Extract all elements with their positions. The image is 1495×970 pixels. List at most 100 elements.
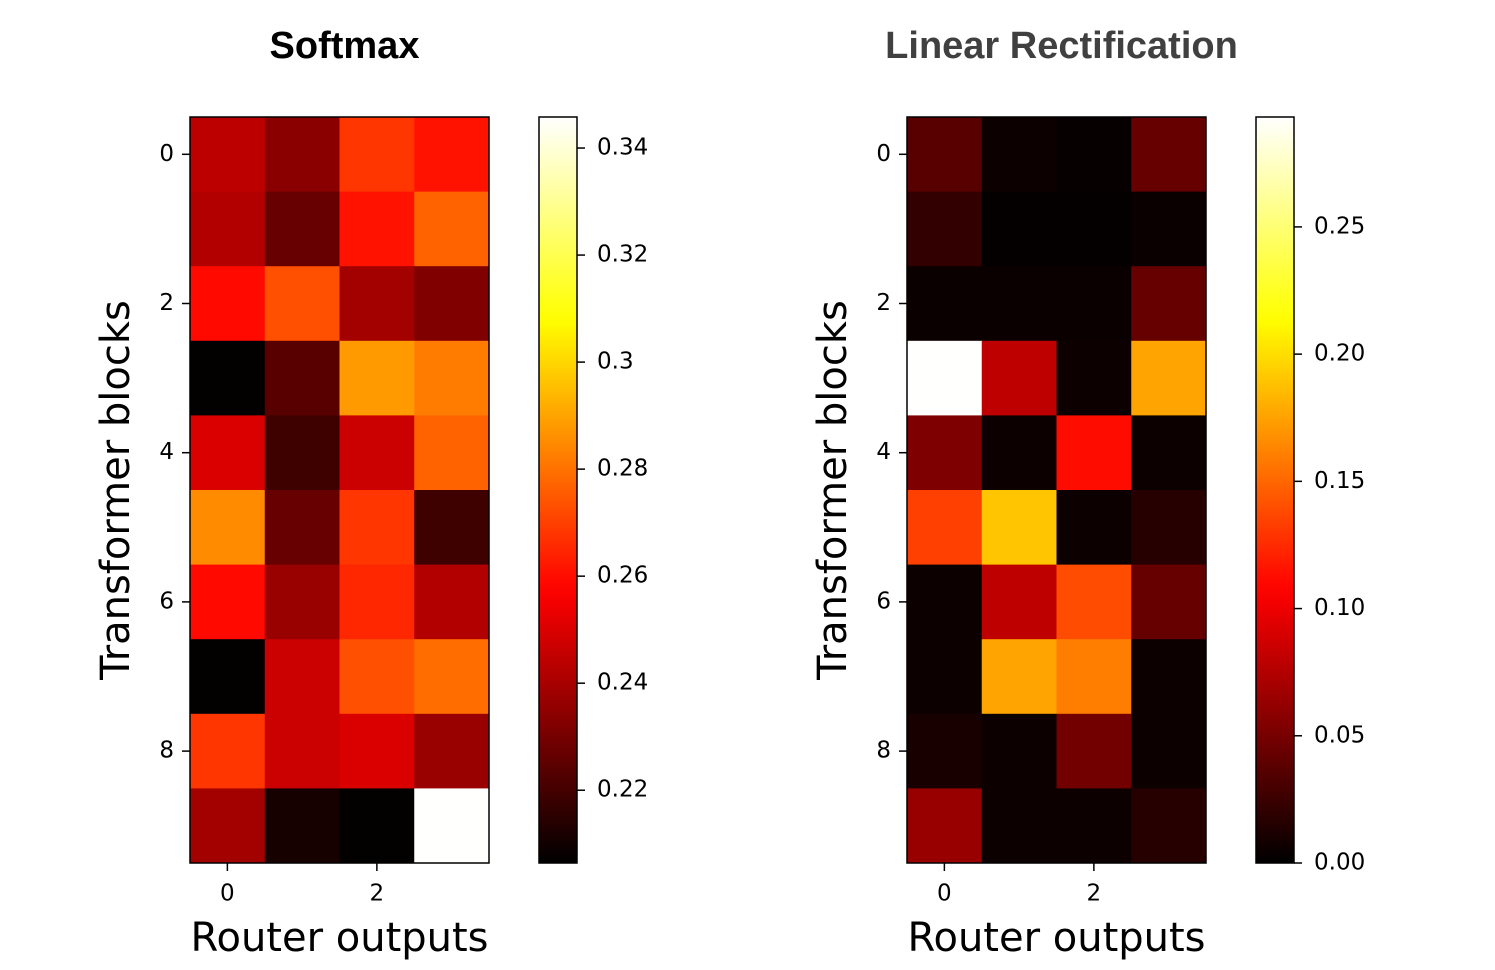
heatmap-cell: [264, 788, 340, 864]
heatmap-cell: [190, 713, 266, 789]
heatmap-cell: [981, 266, 1057, 342]
heatmap-cell: [339, 788, 415, 864]
heatmap-cell: [1056, 713, 1132, 789]
heatmap-cell: [414, 266, 490, 342]
heatmap-cell: [339, 117, 415, 193]
heatmap-cell: [414, 713, 490, 789]
heatmap-cell: [414, 788, 490, 864]
heatmap-cell: [1056, 266, 1132, 342]
colorbar-tick-label: 0.24: [597, 670, 648, 696]
y-tick-label: 8: [876, 738, 891, 764]
heatmap-cell: [1056, 490, 1132, 566]
heatmap-cell: [414, 564, 490, 640]
x-axis-label: Router outputs: [190, 915, 488, 961]
axes-frame: [906, 116, 1207, 864]
heatmap-cell: [190, 639, 266, 715]
y-tick-label: 2: [159, 290, 174, 316]
axes-frame: [189, 116, 490, 864]
y-tick-label: 6: [876, 588, 891, 614]
heatmap-cell: [1056, 415, 1132, 491]
heatmap-cell: [264, 266, 340, 342]
heatmap-cell: [907, 340, 983, 416]
y-tick-label: 8: [159, 738, 174, 764]
heatmap-cell: [190, 564, 266, 640]
y-tick-label: 6: [159, 588, 174, 614]
colorbar-tick-label: 0.28: [597, 456, 648, 482]
heatmap-cell: [339, 564, 415, 640]
heatmap-cell: [1131, 266, 1207, 342]
heatmap-cell: [1131, 415, 1207, 491]
x-tick-label: 2: [370, 881, 385, 907]
y-tick-label: 0: [159, 141, 174, 167]
heatmap-cell: [1131, 490, 1207, 566]
colorbar-tick-label: 0.26: [597, 563, 648, 589]
x-tick-label: 2: [1087, 881, 1102, 907]
heatmap-cell: [190, 788, 266, 864]
chart-title: Softmax: [270, 25, 420, 67]
colorbar: [1255, 116, 1295, 864]
heatmap-cell: [1131, 191, 1207, 267]
heatmap-cell: [264, 340, 340, 416]
heatmap-cell: [1056, 191, 1132, 267]
heatmap-cell: [414, 415, 490, 491]
heatmap-cell: [907, 788, 983, 864]
heatmap-cell: [339, 490, 415, 566]
heatmap-cell: [981, 713, 1057, 789]
heatmap-cell: [339, 639, 415, 715]
heatmap-cell: [190, 490, 266, 566]
heatmap-cell: [190, 340, 266, 416]
heatmap-cell: [339, 266, 415, 342]
heatmap-cell: [907, 490, 983, 566]
y-axis-label: Transformer blocks: [93, 300, 139, 681]
heatmap-cell: [981, 415, 1057, 491]
colorbar-tick-label: 0.32: [597, 242, 648, 268]
heatmap-cell: [907, 266, 983, 342]
heatmap-cell: [414, 340, 490, 416]
heatmap-cell: [1131, 564, 1207, 640]
heatmap-cell: [981, 191, 1057, 267]
colorbar-tick-label: 0.10: [1314, 595, 1365, 621]
y-tick-label: 0: [876, 141, 891, 167]
heatmap-cell: [1131, 713, 1207, 789]
heatmap-cell: [981, 564, 1057, 640]
heatmap-cell: [907, 713, 983, 789]
colorbar-tick-label: 0.34: [597, 135, 648, 161]
heatmap-cell: [907, 415, 983, 491]
colorbar-tick-label: 0.15: [1314, 468, 1365, 494]
colorbar-tick-label: 0.25: [1314, 213, 1365, 239]
heatmap-cell: [264, 191, 340, 267]
heatmap-cell: [1131, 117, 1207, 193]
x-axis-label: Router outputs: [907, 915, 1205, 961]
heatmap-cell: [981, 340, 1057, 416]
colorbar-tick-label: 0.3: [597, 349, 634, 375]
heatmap-cell: [264, 564, 340, 640]
y-axis-label: Transformer blocks: [810, 300, 856, 681]
colorbar-tick-label: 0.05: [1314, 722, 1365, 748]
heatmap-cell: [1056, 639, 1132, 715]
heatmap-cell: [414, 117, 490, 193]
heatmap-cell: [414, 639, 490, 715]
heatmap-cell: [1131, 639, 1207, 715]
y-tick-label: 4: [876, 439, 891, 465]
heatmap-cell: [981, 490, 1057, 566]
heatmap-cell: [981, 117, 1057, 193]
heatmap-cell: [1056, 788, 1132, 864]
x-tick-label: 0: [937, 881, 952, 907]
heatmap-cell: [339, 713, 415, 789]
heatmap-cell: [264, 639, 340, 715]
heatmap-cell: [339, 191, 415, 267]
colorbar-tick-label: 0.00: [1314, 850, 1365, 876]
chart-title: Linear Rectification: [885, 25, 1238, 67]
heatmap-cell: [339, 340, 415, 416]
heatmap-cell: [1131, 340, 1207, 416]
heatmap-cell: [264, 490, 340, 566]
heatmap-cell: [190, 117, 266, 193]
colorbar-tick-label: 0.20: [1314, 341, 1365, 367]
y-tick-label: 4: [159, 439, 174, 465]
colorbar: [538, 116, 578, 864]
heatmap-cell: [190, 191, 266, 267]
heatmap-cell: [907, 564, 983, 640]
heatmap-cell: [907, 191, 983, 267]
heatmap-cell: [907, 117, 983, 193]
